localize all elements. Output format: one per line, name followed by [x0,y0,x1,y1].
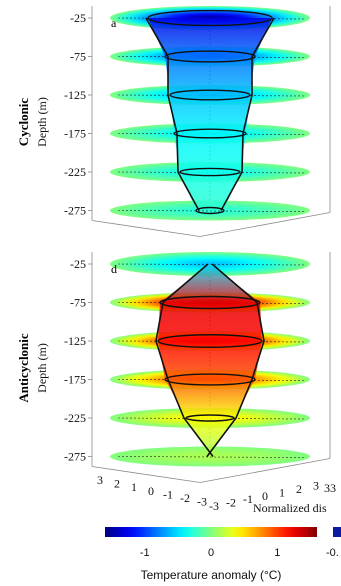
slice-grid-line-4 [117,171,307,174]
core-column [158,264,262,457]
y-tick-5: 2 [296,482,302,496]
depth-tick-2: -125 [64,88,86,102]
contour-left [145,17,200,211]
contour-lines [155,263,265,457]
depth-tick-3: -175 [64,127,86,141]
core-column-segment-0 [160,264,260,303]
contour-ring-1 [159,295,261,310]
slice-grid-line-5 [117,210,307,212]
cyclonic-panel: -25 -75 -125 -175 -225 -275 a Depth (m) Cyclo… [16,6,331,237]
slice-grid-line-4 [117,417,307,420]
panel-d-depth-axis-label: Depth (m) [35,343,49,393]
contour-ring-3 [173,128,247,139]
x-axis-label: Normalized dis [253,501,327,515]
contour-ring-4 [185,414,235,422]
contour-right [220,17,275,211]
colorbar-gradient [105,527,317,537]
colorbar-right-tick: -0. [326,547,339,559]
contour-ring-2 [157,334,263,348]
anticyclonic-panel: -25 -75 -125 -175 -225 -275 d Depth (m) Antic… [16,252,336,515]
depth-tick-2: -125 [64,334,86,348]
depth-tick-5: -275 [64,204,86,218]
x-tick-4: -1 [163,487,173,501]
depth-tick-1: -75 [70,50,86,64]
y-tick-3: 0 [262,489,268,503]
x-tick-5: -2 [180,491,190,505]
contour-lines [145,9,275,215]
depth-tick-4: -225 [64,165,86,179]
contour-ring-5 [195,206,225,215]
slice-grid-line-2 [117,340,307,343]
contour-ring-0 [147,9,273,27]
slice-grid-line-1 [117,56,307,58]
x-tick-6: -3 [197,495,207,509]
colorbar-label: Temperature anomaly (°C) [141,568,282,582]
contour-ring-2 [169,89,251,101]
core-column-segment-3 [174,133,246,172]
core-column-segment-1 [165,56,255,95]
slice-grid-line-1 [117,302,307,304]
y-tick-0: -3 [209,499,219,513]
depth-tick-3: -175 [64,373,86,387]
slice-grid-line-3 [117,379,307,381]
core-column-segment-4 [180,172,240,211]
contour-left [155,263,214,457]
slice-grid-line-0 [117,263,307,266]
contour-ring-4 [179,167,241,177]
y-axis-ticks: -3 -2 -1 0 1 2 3 [209,479,319,513]
anticyclonic-row-label: Anticyclonic [16,333,31,403]
panel-a-label: a [111,16,117,30]
colorbar-tick-2: 1 [274,547,280,559]
depth-tick-1: -75 [70,296,86,310]
slice-grid-line-3 [117,133,307,135]
y-tick-6: 3 [313,479,319,493]
box-edge-bottom-front [91,220,201,237]
contour-ring-1 [164,50,256,63]
y-tick-2: -1 [243,492,253,506]
panel-a-depth-axis-label: Depth (m) [35,97,49,147]
box-edge-bottom-right [199,458,331,483]
y-tick-1: -2 [226,496,236,510]
depth-tick-5: -275 [64,450,86,464]
core-column-segment-0 [148,18,272,57]
depth-tick-0: -25 [70,11,86,25]
corner-tick-label: 33 [324,481,336,495]
depth-tick-0: -25 [70,257,86,271]
contour-ring-3 [164,373,256,386]
box-edge-bottom-front [91,466,201,483]
depth-tick-4: -225 [64,411,86,425]
x-tick-2: 1 [131,480,137,494]
contour-right [206,263,265,457]
colorbar-tick-1: 0 [208,547,214,559]
x-tick-3: 0 [148,484,154,498]
core-column-segment-3 [165,379,255,418]
core-column-segment-4 [186,418,234,457]
slice-grid-line-5 [117,456,307,458]
core-column-segment-2 [170,95,250,134]
box-edge-bottom-right [199,212,331,237]
cyclonic-row-label: Cyclonic [16,98,31,147]
core-column-segment-2 [158,341,262,380]
slice-grid-line-0 [117,17,307,20]
x-tick-0: 3 [97,473,103,487]
core-column [148,18,272,211]
x-tick-1: 2 [114,477,120,491]
colorbar-cut-swatch [333,527,341,537]
y-tick-4: 1 [279,485,285,499]
panel-d-label: d [111,262,117,276]
slice-grid-line-2 [117,94,307,97]
colorbar: -1 0 1 -0. Temperature anomaly (°C) [105,527,341,582]
colorbar-tick-0: -1 [140,547,150,559]
x-axis-ticks: 3 2 1 0 -1 -2 -3 [97,473,207,509]
core-column-segment-1 [158,302,262,341]
